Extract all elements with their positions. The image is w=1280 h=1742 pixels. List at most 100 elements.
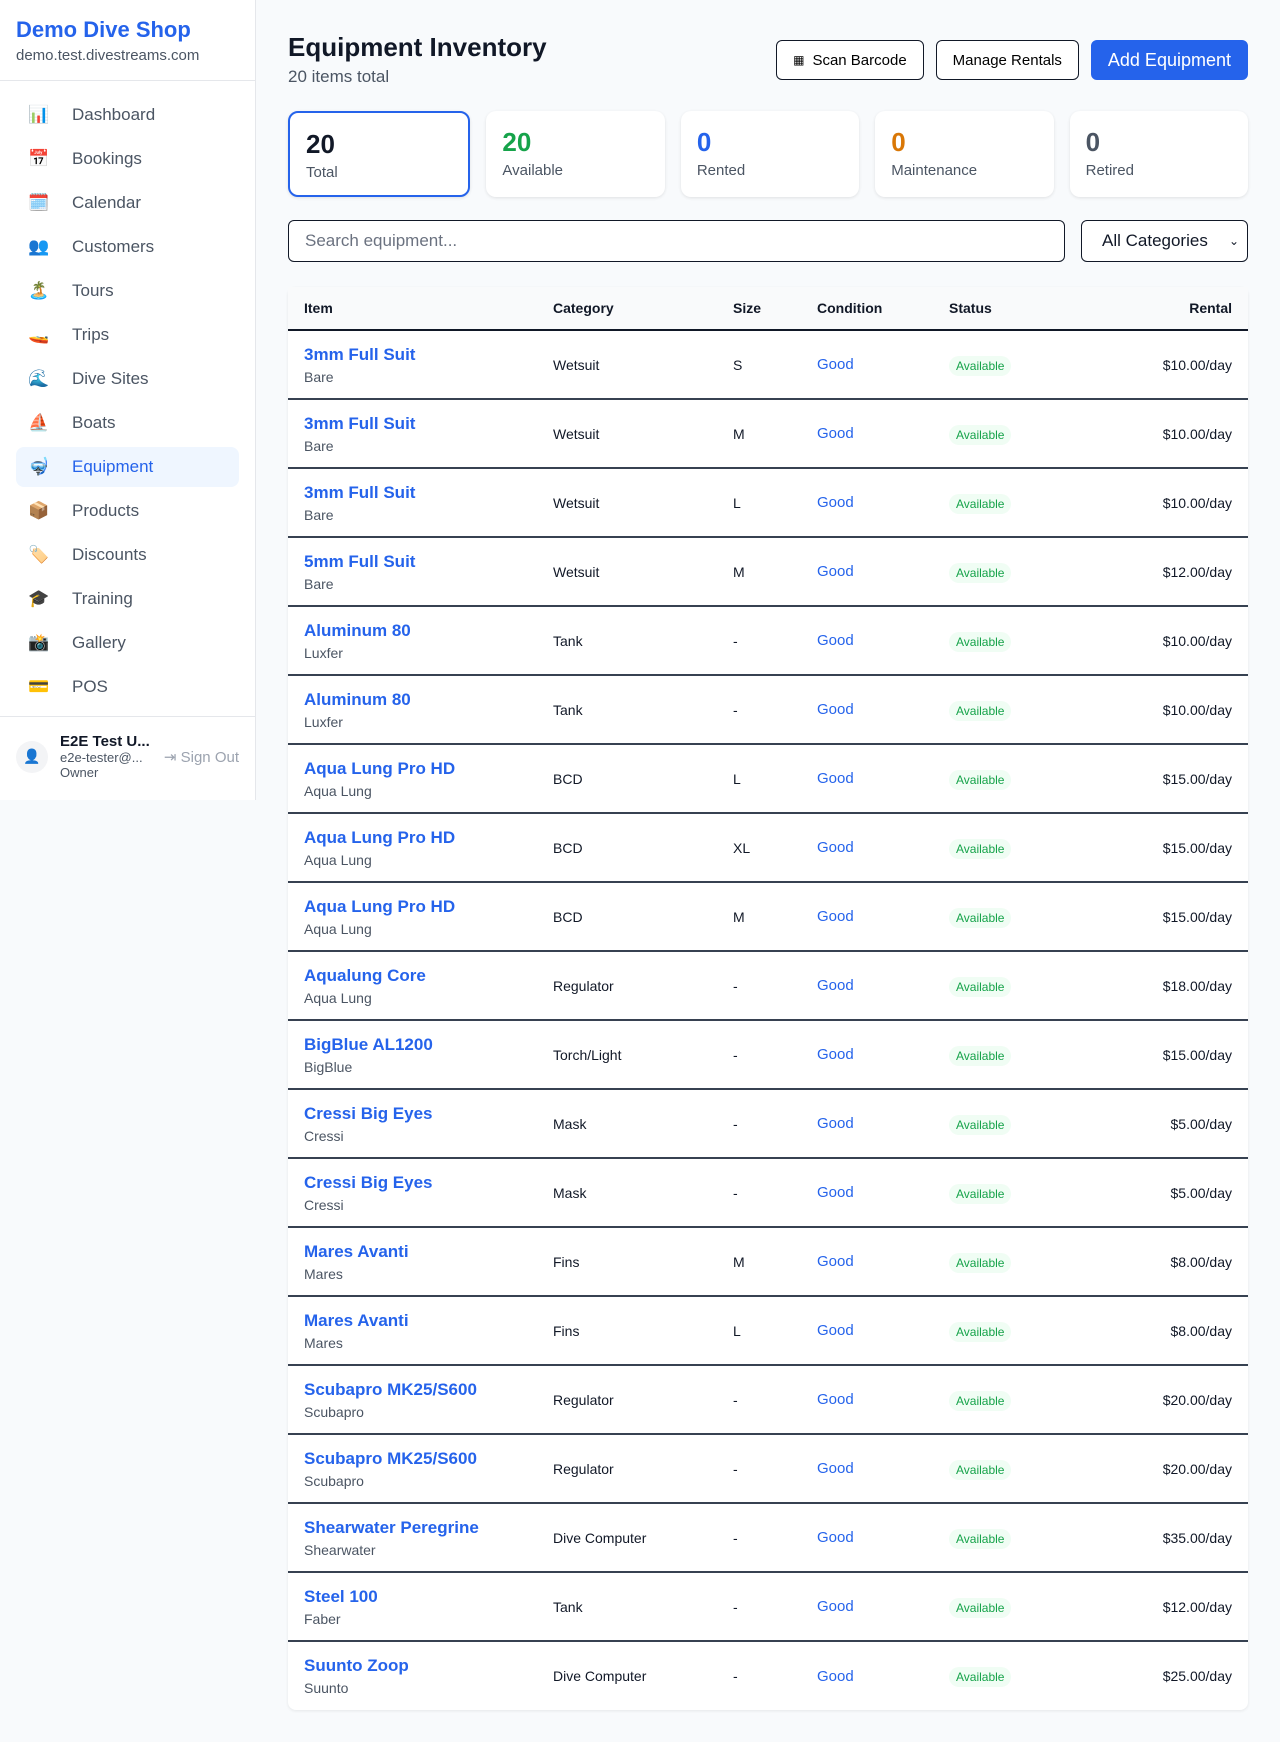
status-badge: Available <box>949 1183 1012 1204</box>
sidebar-item-customers[interactable]: 👥 Customers <box>16 227 239 267</box>
table-row[interactable]: 3mm Full Suit Bare Wetsuit S Good Availab… <box>288 330 1248 400</box>
table-row[interactable]: Cressi Big Eyes Cressi Mask - Good Availa… <box>288 1158 1248 1228</box>
table-row[interactable]: Aqua Lung Pro HD Aqua Lung BCD L Good Ava… <box>288 744 1248 814</box>
item-name-link[interactable]: 3mm Full Suit <box>304 482 416 502</box>
item-name-link[interactable]: Mares Avanti <box>304 1310 409 1330</box>
item-name-link[interactable]: BigBlue AL1200 <box>304 1034 433 1054</box>
sidebar-item-tours[interactable]: 🏝️ Tours <box>16 271 239 311</box>
table-row[interactable]: Aluminum 80 Luxfer Tank - Good Available … <box>288 606 1248 676</box>
table-row[interactable]: Scubapro MK25/S600 Scubapro Regulator - G… <box>288 1365 1248 1435</box>
col-rental[interactable]: Rental <box>1089 287 1248 331</box>
item-category: Tank <box>553 675 733 745</box>
scan-barcode-button[interactable]: ▦ Scan Barcode <box>776 40 924 80</box>
table-row[interactable]: Aqua Lung Pro HD Aqua Lung BCD XL Good Av… <box>288 813 1248 883</box>
table-row[interactable]: Scubapro MK25/S600 Scubapro Regulator - G… <box>288 1434 1248 1504</box>
item-name-link[interactable]: Aqualung Core <box>304 965 426 985</box>
item-name-link[interactable]: Aluminum 80 <box>304 620 411 640</box>
item-name-link[interactable]: 5mm Full Suit <box>304 551 416 571</box>
sidebar-item-label: Trips <box>72 325 110 344</box>
sidebar-nav: 📊 Dashboard 📅 Bookings 🗓️ Calendar 👥 Customers 🏝… <box>0 81 255 725</box>
stat-card-retired[interactable]: 0 Retired <box>1069 111 1249 197</box>
col-condition[interactable]: Condition <box>817 287 949 331</box>
status-badge: Available <box>949 1045 1012 1066</box>
category-select[interactable]: All Categories ⌄ <box>1081 220 1248 262</box>
item-condition: Good <box>817 356 854 373</box>
item-condition: Good <box>817 1598 854 1615</box>
table-row[interactable]: 3mm Full Suit Bare Wetsuit M Good Availab… <box>288 399 1248 469</box>
item-rental-price: $10.00/day <box>1089 675 1248 745</box>
sidebar-item-equipment[interactable]: 🤿 Equipment <box>16 447 239 487</box>
table-row[interactable]: Aluminum 80 Luxfer Tank - Good Available … <box>288 675 1248 745</box>
item-size: - <box>733 1668 738 1684</box>
item-name-link[interactable]: Aqua Lung Pro HD <box>304 896 456 916</box>
sidebar-item-discounts[interactable]: 🏷️ Discounts <box>16 535 239 575</box>
table-row[interactable]: Mares Avanti Mares Fins M Good Available … <box>288 1227 1248 1297</box>
item-rental-price: $18.00/day <box>1089 951 1248 1021</box>
item-brand: Cressi <box>304 1127 344 1144</box>
item-name-link[interactable]: Steel 100 <box>304 1586 378 1606</box>
sidebar-item-training[interactable]: 🎓 Training <box>16 579 239 619</box>
sidebar-item-trips[interactable]: 🚤 Trips <box>16 315 239 355</box>
user-icon: 👤 <box>16 740 48 773</box>
stat-card-maintenance[interactable]: 0 Maintenance <box>875 111 1054 197</box>
shop-name[interactable]: Demo Dive Shop <box>16 17 191 42</box>
item-condition: Good <box>817 1322 854 1339</box>
manage-rentals-button[interactable]: Manage Rentals <box>935 40 1079 80</box>
sidebar-item-pos[interactable]: 💳 POS <box>16 667 239 707</box>
add-equipment-button[interactable]: Add Equipment <box>1090 40 1248 80</box>
table-row[interactable]: Aqualung Core Aqua Lung Regulator - Good … <box>288 951 1248 1021</box>
item-name-link[interactable]: Cressi Big Eyes <box>304 1172 433 1192</box>
item-name-link[interactable]: Aqua Lung Pro HD <box>304 827 456 847</box>
table-row[interactable]: BigBlue AL1200 BigBlue Torch/Light - Good… <box>288 1020 1248 1090</box>
status-badge: Available <box>949 700 1012 721</box>
item-brand: BigBlue <box>304 1058 353 1075</box>
table-row[interactable]: Mares Avanti Mares Fins L Good Available … <box>288 1296 1248 1366</box>
sidebar-item-bookings[interactable]: 📅 Bookings <box>16 139 239 179</box>
item-name-link[interactable]: Cressi Big Eyes <box>304 1103 433 1123</box>
table-row[interactable]: Steel 100 Faber Tank - Good Available $12… <box>288 1572 1248 1642</box>
sidebar-item-dive-sites[interactable]: 🌊 Dive Sites <box>16 359 239 399</box>
col-status[interactable]: Status <box>949 287 1089 331</box>
col-size[interactable]: Size <box>733 287 817 331</box>
item-size: - <box>733 1158 817 1228</box>
item-rental-price: $35.00/day <box>1089 1503 1248 1573</box>
item-size: - <box>733 606 817 676</box>
item-size: - <box>733 951 817 1021</box>
item-name-link[interactable]: Shearwater Peregrine <box>304 1517 479 1537</box>
sidebar-item-boats[interactable]: ⛵ Boats <box>16 403 239 443</box>
item-size: - <box>733 1503 817 1573</box>
sidebar-item-calendar[interactable]: 🗓️ Calendar <box>16 183 239 223</box>
sidebar-item-products[interactable]: 📦 Products <box>16 491 239 531</box>
item-name-link[interactable]: 3mm Full Suit <box>304 344 416 364</box>
item-condition: Good <box>817 425 854 442</box>
item-name-link[interactable]: Scubapro MK25/S600 <box>304 1379 477 1399</box>
table-row[interactable]: Suunto Zoop Suunto Dive Computer - Good A… <box>288 1641 1248 1710</box>
col-item[interactable]: Item <box>288 287 553 331</box>
sidebar-item-dashboard[interactable]: 📊 Dashboard <box>16 95 239 135</box>
stat-card-total[interactable]: 20 Total <box>288 111 471 197</box>
table-row[interactable]: Shearwater Peregrine Shearwater Dive Comp… <box>288 1503 1248 1573</box>
sidebar-item-label: Training <box>72 589 133 608</box>
stat-label: Retired <box>1085 162 1134 179</box>
search-input[interactable]: Search equipment... <box>288 220 1065 262</box>
stat-card-available[interactable]: 20 Available <box>486 111 665 197</box>
item-name-link[interactable]: 3mm Full Suit <box>304 413 416 433</box>
col-category[interactable]: Category <box>553 287 733 331</box>
item-name-link[interactable]: Aluminum 80 <box>304 689 411 709</box>
table-row[interactable]: Cressi Big Eyes Cressi Mask - Good Availa… <box>288 1089 1248 1159</box>
table-row[interactable]: 5mm Full Suit Bare Wetsuit M Good Availab… <box>288 537 1248 607</box>
stat-card-rented[interactable]: 0 Rented <box>680 111 860 197</box>
table-row[interactable]: Aqua Lung Pro HD Aqua Lung BCD M Good Ava… <box>288 882 1248 952</box>
page-subtitle: 20 items total <box>288 67 390 86</box>
item-brand: Mares <box>304 1265 343 1282</box>
table-row[interactable]: 3mm Full Suit Bare Wetsuit L Good Availab… <box>288 468 1248 538</box>
sidebar-item-gallery[interactable]: 📸 Gallery <box>16 623 239 663</box>
item-name-link[interactable]: Aqua Lung Pro HD <box>304 758 456 778</box>
item-category: Wetsuit <box>553 537 733 607</box>
item-name-link[interactable]: Suunto Zoop <box>304 1656 409 1675</box>
item-name-link[interactable]: Scubapro MK25/S600 <box>304 1448 477 1468</box>
customers-icon: 👥 <box>28 237 50 256</box>
item-name-link[interactable]: Mares Avanti <box>304 1241 409 1261</box>
item-brand: Bare <box>304 506 334 523</box>
sign-out-button[interactable]: ⇥ Sign Out <box>164 748 239 766</box>
